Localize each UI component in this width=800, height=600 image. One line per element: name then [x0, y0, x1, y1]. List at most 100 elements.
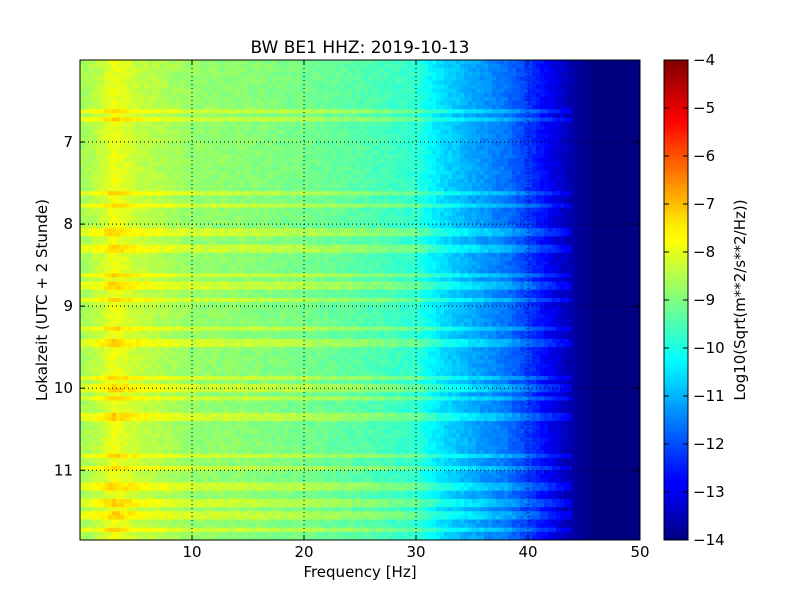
heatmap-cell	[288, 204, 293, 209]
heatmap-cell	[572, 191, 577, 196]
heatmap-cell	[160, 158, 165, 163]
heatmap-cell	[608, 171, 613, 176]
heatmap-cell	[296, 97, 301, 102]
heatmap-cell	[588, 171, 593, 176]
heatmap-cell	[452, 72, 457, 77]
heatmap-cell	[120, 109, 125, 114]
heatmap-cell	[272, 76, 277, 81]
heatmap-cell	[616, 150, 621, 155]
heatmap-cell	[212, 146, 217, 151]
heatmap-cell	[592, 89, 597, 94]
heatmap-cell	[320, 85, 325, 90]
heatmap-cell	[176, 101, 181, 106]
heatmap-cell	[352, 113, 357, 118]
heatmap-cell	[540, 175, 545, 180]
heatmap-cell	[264, 191, 269, 196]
heatmap-cell	[228, 68, 233, 73]
heatmap-cell	[128, 142, 133, 147]
heatmap-cell	[120, 158, 125, 163]
heatmap-cell	[328, 171, 333, 176]
heatmap-cell	[248, 97, 253, 102]
heatmap-cell	[84, 113, 89, 118]
heatmap-cell	[372, 60, 377, 65]
heatmap-cell	[448, 122, 453, 127]
heatmap-cell	[288, 130, 293, 135]
spectrogram-figure: BW BE1 HHZ: 2019-10-13 10 20 30 40 50 789101…	[0, 0, 800, 600]
heatmap-cell	[416, 97, 421, 102]
heatmap-cell	[420, 187, 425, 192]
heatmap-cell	[220, 191, 225, 196]
heatmap-cell	[224, 191, 229, 196]
heatmap-cell	[536, 134, 541, 139]
heatmap-cell	[460, 204, 465, 209]
heatmap-cell	[256, 187, 261, 192]
heatmap-cell	[340, 150, 345, 155]
heatmap-cell	[108, 134, 113, 139]
heatmap-cell	[512, 105, 517, 110]
heatmap-cell	[268, 199, 273, 204]
heatmap-cell	[240, 179, 245, 184]
heatmap-cell	[108, 163, 113, 168]
heatmap-cell	[168, 68, 173, 73]
heatmap-cell	[552, 81, 557, 86]
heatmap-cell	[444, 158, 449, 163]
heatmap-cell	[488, 158, 493, 163]
heatmap-cell	[224, 64, 229, 69]
heatmap-cell	[124, 72, 129, 77]
heatmap-cell	[204, 117, 209, 122]
heatmap-cell	[624, 126, 629, 131]
heatmap-cell	[608, 134, 613, 139]
heatmap-cell	[384, 97, 389, 102]
heatmap-cell	[536, 126, 541, 131]
heatmap-cell	[252, 158, 257, 163]
heatmap-cell	[560, 64, 565, 69]
heatmap-cell	[132, 76, 137, 81]
heatmap-cell	[552, 195, 557, 200]
heatmap-cell	[124, 109, 129, 114]
heatmap-cell	[324, 154, 329, 159]
heatmap-cell	[396, 150, 401, 155]
heatmap-cell	[548, 163, 553, 168]
heatmap-cell	[368, 179, 373, 184]
heatmap-cell	[208, 187, 213, 192]
heatmap-cell	[484, 171, 489, 176]
heatmap-cell	[236, 146, 241, 151]
heatmap-cell	[212, 93, 217, 98]
heatmap-cell	[360, 167, 365, 172]
heatmap-cell	[404, 89, 409, 94]
heatmap-cell	[176, 187, 181, 192]
heatmap-cell	[304, 150, 309, 155]
heatmap-cell	[544, 187, 549, 192]
heatmap-cell	[252, 195, 257, 200]
heatmap-cell	[288, 146, 293, 151]
heatmap-cell	[424, 97, 429, 102]
heatmap-cell	[116, 183, 121, 188]
heatmap-cell	[336, 163, 341, 168]
heatmap-cell	[172, 154, 177, 159]
heatmap-cell	[352, 126, 357, 131]
heatmap-cell	[584, 158, 589, 163]
heatmap-cell	[400, 167, 405, 172]
heatmap-cell	[508, 175, 513, 180]
heatmap-cell	[184, 142, 189, 147]
heatmap-cell	[100, 204, 105, 209]
heatmap-cell	[612, 158, 617, 163]
heatmap-cell	[180, 105, 185, 110]
heatmap-cell	[204, 183, 209, 188]
heatmap-cell	[572, 122, 577, 127]
heatmap-cell	[552, 167, 557, 172]
heatmap-cell	[192, 64, 197, 69]
heatmap-cell	[232, 60, 237, 65]
heatmap-cell	[372, 113, 377, 118]
heatmap-cell	[320, 158, 325, 163]
heatmap-cell	[356, 204, 361, 209]
heatmap-cell	[392, 187, 397, 192]
heatmap-cell	[140, 167, 145, 172]
heatmap-cell	[140, 109, 145, 114]
heatmap-cell	[384, 167, 389, 172]
heatmap-cell	[500, 171, 505, 176]
heatmap-cell	[348, 101, 353, 106]
heatmap-cell	[176, 191, 181, 196]
heatmap-cell	[464, 89, 469, 94]
heatmap-cell	[444, 93, 449, 98]
